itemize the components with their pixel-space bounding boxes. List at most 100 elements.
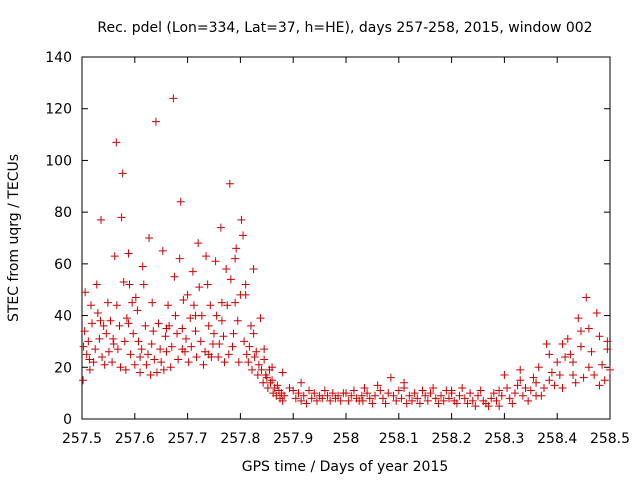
data-point bbox=[545, 350, 554, 359]
data-point bbox=[326, 396, 335, 405]
data-point bbox=[598, 360, 607, 369]
data-point bbox=[119, 277, 128, 286]
data-point bbox=[113, 345, 122, 354]
data-point bbox=[363, 389, 372, 398]
data-point bbox=[133, 306, 142, 315]
data-point bbox=[239, 231, 248, 240]
data-point bbox=[368, 399, 377, 408]
data-point bbox=[103, 298, 112, 307]
data-point bbox=[120, 337, 129, 346]
data-point bbox=[223, 301, 232, 310]
data-point bbox=[532, 378, 541, 387]
data-point bbox=[415, 399, 424, 408]
data-point bbox=[259, 378, 268, 387]
data-point bbox=[328, 389, 337, 398]
data-point bbox=[455, 391, 464, 400]
data-point bbox=[148, 298, 157, 307]
data-point bbox=[112, 301, 121, 310]
data-point bbox=[566, 350, 575, 359]
data-point bbox=[365, 394, 374, 403]
data-point bbox=[447, 386, 456, 395]
x-tick-label: 258 bbox=[333, 431, 360, 447]
data-point bbox=[142, 360, 151, 369]
data-point bbox=[584, 324, 593, 333]
data-point bbox=[241, 290, 250, 299]
data-point bbox=[250, 352, 259, 361]
data-point bbox=[191, 311, 200, 320]
data-point bbox=[254, 360, 263, 369]
data-point bbox=[108, 358, 117, 367]
data-point bbox=[194, 239, 203, 248]
data-point bbox=[606, 365, 614, 374]
data-point bbox=[584, 363, 593, 372]
data-point bbox=[458, 383, 467, 392]
data-point bbox=[376, 386, 385, 395]
y-tick-label: 80 bbox=[54, 205, 72, 221]
data-point bbox=[484, 402, 493, 411]
x-tick-label: 257.5 bbox=[62, 431, 102, 447]
data-point bbox=[592, 308, 601, 317]
data-point bbox=[297, 396, 306, 405]
data-point bbox=[212, 311, 221, 320]
data-point bbox=[202, 252, 211, 261]
data-point bbox=[225, 179, 234, 188]
data-point bbox=[149, 327, 158, 336]
data-point bbox=[434, 399, 443, 408]
data-point bbox=[503, 383, 512, 392]
data-point bbox=[231, 298, 240, 307]
data-point bbox=[195, 283, 204, 292]
data-point bbox=[203, 280, 212, 289]
data-point bbox=[100, 360, 109, 369]
data-point bbox=[384, 389, 393, 398]
data-point bbox=[81, 288, 90, 297]
data-point bbox=[262, 373, 271, 382]
data-point bbox=[590, 371, 599, 380]
data-point bbox=[260, 345, 269, 354]
data-point bbox=[242, 350, 251, 359]
x-tick-label: 258.4 bbox=[537, 431, 577, 447]
data-point bbox=[245, 342, 254, 351]
data-point bbox=[429, 383, 438, 392]
data-point bbox=[231, 254, 240, 263]
data-point bbox=[183, 290, 192, 299]
data-point bbox=[510, 389, 519, 398]
data-point bbox=[505, 394, 514, 403]
data-point bbox=[516, 365, 525, 374]
y-tick-label: 60 bbox=[54, 257, 72, 273]
data-point bbox=[182, 334, 191, 343]
y-tick-label: 140 bbox=[45, 50, 72, 66]
data-point bbox=[139, 280, 148, 289]
data-point bbox=[82, 350, 91, 359]
data-point bbox=[86, 301, 95, 310]
data-point bbox=[174, 355, 183, 364]
data-point bbox=[378, 394, 387, 403]
data-point bbox=[582, 293, 591, 302]
data-point bbox=[234, 358, 243, 367]
data-point bbox=[167, 342, 176, 351]
data-point bbox=[210, 329, 218, 338]
x-tick-label: 258.5 bbox=[590, 431, 630, 447]
data-point bbox=[336, 396, 345, 405]
data-point bbox=[252, 347, 261, 356]
data-point bbox=[466, 389, 475, 398]
data-point bbox=[187, 342, 196, 351]
data-point bbox=[310, 389, 319, 398]
data-point bbox=[244, 358, 253, 367]
data-point bbox=[318, 394, 327, 403]
x-tick-label: 258.1 bbox=[379, 431, 419, 447]
data-point bbox=[196, 337, 205, 346]
data-point bbox=[121, 365, 130, 374]
data-point bbox=[285, 383, 294, 392]
data-point bbox=[508, 399, 517, 408]
data-point bbox=[312, 396, 321, 405]
data-point bbox=[439, 396, 448, 405]
data-point bbox=[125, 280, 134, 289]
data-point bbox=[246, 321, 255, 330]
data-point bbox=[386, 373, 395, 382]
data-point bbox=[179, 296, 188, 305]
data-point bbox=[158, 246, 167, 255]
data-point bbox=[257, 365, 266, 374]
data-point bbox=[169, 94, 178, 103]
data-point bbox=[159, 365, 168, 374]
data-point bbox=[452, 399, 461, 408]
